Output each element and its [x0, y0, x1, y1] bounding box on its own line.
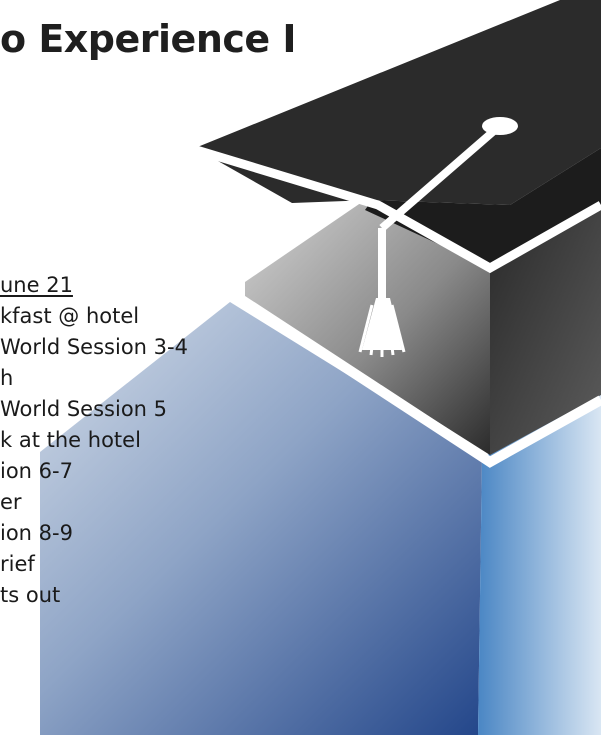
schedule-item: k at the hotel: [0, 428, 141, 452]
schedule-list: une 21 kfast @ hotel World Session 3-4 h…: [0, 270, 188, 611]
tassel: [358, 117, 518, 357]
schedule-item: h: [0, 366, 14, 390]
schedule-item: World Session 3-4: [0, 335, 188, 359]
schedule-item: ion 6-7: [0, 459, 73, 483]
schedule-item: rief: [0, 552, 35, 576]
cap-top: [178, 0, 601, 274]
page-title: o Experience I: [0, 17, 297, 61]
schedule-item: kfast @ hotel: [0, 304, 140, 328]
schedule-item: ts out: [0, 583, 61, 607]
schedule-item: er: [0, 490, 22, 514]
schedule-day-heading: une 21: [0, 273, 73, 297]
schedule-item: World Session 5: [0, 397, 168, 421]
schedule-item: ion 8-9: [0, 521, 73, 545]
bottom-layer: [0, 300, 601, 735]
